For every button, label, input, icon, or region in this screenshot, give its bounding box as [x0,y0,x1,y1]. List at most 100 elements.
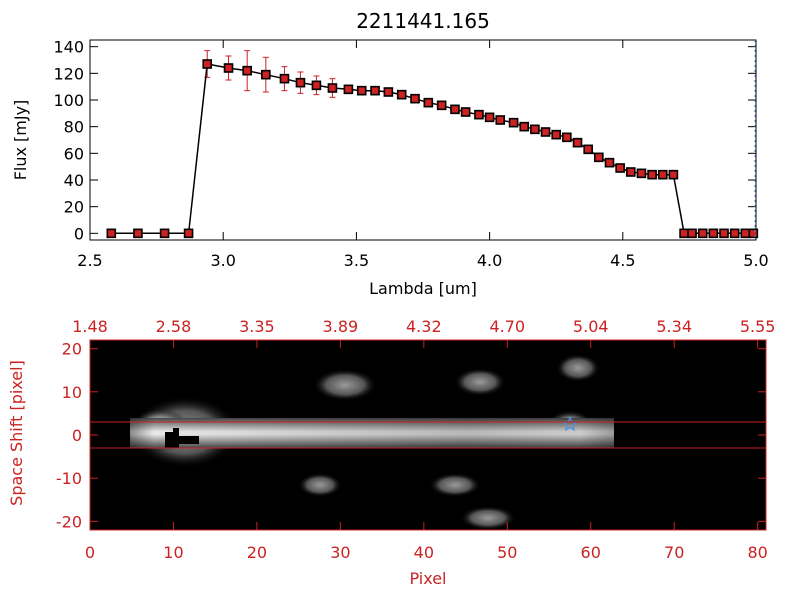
top-tick-label: 1.48 [72,317,108,336]
data-point [410,93,420,104]
data-point [261,69,271,80]
spectral-trace-shade [130,418,614,448]
data-point [311,80,322,91]
data-point [396,89,407,100]
x-tick-label: 5.0 [743,251,768,270]
top-tick-label: 3.89 [323,317,359,336]
data-point [572,137,583,148]
data-point [708,228,719,239]
x-tick-label: 4.0 [477,251,502,270]
spectrum-title: 2211441.165 [356,9,490,33]
y-tick-label: 20 [62,340,82,359]
spectrum-y-label: Flux [mJy] [11,100,30,181]
data-point [423,97,434,108]
top-tick-label: 2.58 [156,317,192,336]
spectrum-frame [89,39,757,241]
y-tick-label: 0 [74,224,84,243]
top-tick-label: 4.32 [406,317,442,336]
data-point [697,228,708,239]
top-tick-label: 5.04 [573,317,609,336]
data-point [343,84,354,95]
data-point [679,228,689,239]
spectrum-image [90,340,766,530]
spectrum-points [106,59,759,239]
y-tick-label: -20 [56,512,82,531]
y-tick-label: 60 [64,144,84,163]
top-tick-label: 4.70 [489,317,525,336]
x-tick-label: 2.5 [77,251,102,270]
image-y-label: Space Shift [pixel] [7,360,26,506]
x-tick-label: 40 [414,543,434,562]
data-point [748,228,759,239]
data-point [562,132,572,143]
data-point [484,112,495,123]
y-tick-label: 0 [72,426,82,445]
data-point [519,121,530,132]
y-tick-label: 140 [53,38,84,57]
data-point [106,228,117,239]
x-tick-label: 3.0 [210,251,235,270]
data-point [647,169,657,180]
data-point [540,127,551,137]
y-tick-label: 100 [53,91,84,110]
data-point [450,104,460,115]
data-point [729,228,740,239]
y-tick-label: 20 [64,198,84,217]
image-blob [298,473,342,497]
image-y-ticks: -20 -10 0 10 20 [56,340,766,531]
image-x-label: Pixel [409,569,446,588]
data-point [625,167,636,177]
data-point [159,228,170,239]
data-point [460,107,471,117]
x-tick-label: 0 [85,543,95,562]
data-point [242,65,252,76]
x-tick-label: 60 [581,543,601,562]
masked-pixels [165,428,199,448]
image-x-ticks: 0 10 20 30 40 50 60 70 80 [85,522,768,562]
image-blob [556,354,600,382]
x-tick-label: 80 [747,543,767,562]
data-point [687,228,697,239]
image-blob [454,368,506,396]
top-tick-label: 3.35 [239,317,275,336]
spectrum-y-ticks: 0 20 40 60 80 100 120 140 [53,38,756,243]
y-tick-label: 80 [64,118,84,137]
x-tick-label: 10 [163,543,183,562]
data-point [327,83,338,93]
top-tick-label: 5.34 [656,317,692,336]
spectrum-line [111,63,754,235]
y-tick-label: 40 [64,171,84,190]
data-point [657,169,668,180]
data-point [508,117,519,128]
data-point [604,157,615,168]
x-tick-label: 50 [497,543,517,562]
data-point [183,228,194,239]
y-tick-label: 120 [53,64,84,83]
y-tick-label: -10 [56,469,82,488]
data-point [668,169,679,180]
x-tick-label: 3.5 [344,251,369,270]
data-point [594,152,604,163]
image-top-wavelength-ticks: 1.48 2.58 3.35 3.89 4.32 4.70 5.04 5.34 5.55 [72,317,775,348]
x-tick-label: 30 [330,543,350,562]
spectrum-x-label: Lambda [um] [369,279,477,298]
x-tick-label: 20 [247,543,267,562]
image-blob [313,369,377,401]
data-point [202,59,213,69]
y-tick-label: 10 [62,383,82,402]
data-point [370,85,380,96]
data-point [615,163,625,173]
image-blob [460,506,516,530]
top-tick-label: 5.55 [740,317,776,336]
image-blob [429,473,481,497]
data-point [551,129,562,140]
data-point [436,100,447,111]
data-point [530,124,540,135]
data-point [383,87,394,97]
data-point [223,63,234,73]
data-point [295,77,306,88]
spectrum-x-ticks: 2.5 3.0 3.5 4.0 4.5 5.0 [77,40,769,270]
data-point [133,228,143,239]
x-tick-label: 70 [664,543,684,562]
